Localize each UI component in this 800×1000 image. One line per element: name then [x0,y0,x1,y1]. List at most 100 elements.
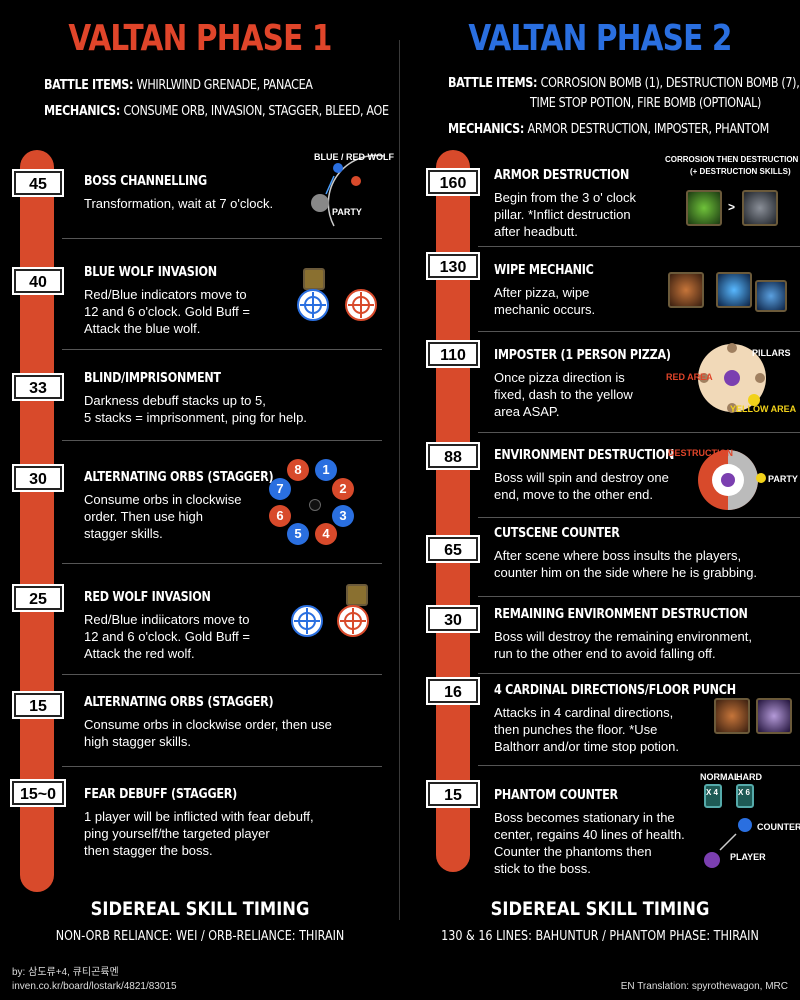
hp-marker: 15~0 [12,781,64,805]
phase-2-column: VALTAN PHASE 2 BATTLE ITEMS: CORROSION B… [400,0,800,1000]
direction-arrow-icon [719,833,737,851]
time-stop-potion-icon [756,698,792,734]
blue-target-icon [291,605,323,637]
separator [478,673,800,674]
event-fear-debuff: FEAR DEBUFF (STAGGER) 1 player will be i… [84,787,314,858]
hp-marker: 16 [428,679,478,703]
hp-marker: 65 [428,537,478,561]
party-dot [756,473,766,483]
event-armor-destruction: ARMOR DESTRUCTION Begin from the 3 o' cl… [494,168,636,239]
credit-by: by: 삼도류+4, 큐티곤륙멘 [12,967,119,978]
separator [478,596,800,597]
party-label: PARTY [332,207,362,217]
separator [478,432,800,433]
party-label: PARTY [768,474,798,484]
phase-2-footer-title: SIDEREAL SKILL TIMING [490,898,710,920]
event-red-wolf-invasion: RED WOLF INVASION Red/Blue indiicators m… [84,590,250,661]
event-blue-wolf-invasion: BLUE WOLF INVASION Red/Blue indicators m… [84,265,250,336]
channelling-diagram-icon [311,154,385,227]
orb-4: 4 [315,523,337,545]
event-remaining-destruction: REMAINING ENVIRONMENT DESTRUCTION Boss w… [494,607,752,661]
boss-icon [704,852,720,868]
yellow-area-label: YELLOW AREA [730,404,797,414]
separator [478,331,800,332]
event-environment-destruction: ENVIRONMENT DESTRUCTION Boss will spin a… [494,448,675,502]
red-area-label: RED AREA [666,372,713,382]
corrosion-label: CORROSION THEN DESTRUCTION [665,155,799,164]
orb-1: 1 [315,459,337,481]
event-boss-channelling: BOSS CHANNELLING Transformation, wait at… [84,174,274,211]
event-cardinal-directions: 4 CARDINAL DIRECTIONS/FLOOR PUNCH Attack… [494,683,736,754]
phase-1-column: VALTAN PHASE 1 BATTLE ITEMS: WHIRLWIND G… [12,18,394,944]
gold-buff-icon [346,584,368,606]
red-target-icon [337,605,369,637]
separator [478,517,800,518]
hp-marker: 30 [428,607,478,631]
separator [62,238,382,239]
corrosion-sub-label: (+ DESTRUCTION SKILLS) [690,167,791,176]
event-alternating-orbs-2: ALTERNATING ORBS (STAGGER) Consume orbs … [84,695,332,749]
phase-2-mechanics: MECHANICS: ARMOR DESTRUCTION, IMPOSTER, … [448,122,769,137]
separator [478,246,800,247]
destruction-label: DESTRUCTION [668,448,733,458]
hp-marker: 88 [428,444,478,468]
pillars-label: PILLARS [752,348,791,358]
destruction-bomb-icon [742,190,778,226]
orb-6: 6 [269,505,291,527]
wolf-label: BLUE / RED WOLF [314,152,394,162]
hp-marker: 33 [14,375,62,399]
skill-icon [716,272,752,308]
phase-1-battle-items: BATTLE ITEMS: WHIRLWIND GRENADE, PANACEA [44,78,313,93]
separator [62,440,382,441]
red-target-icon [345,289,377,321]
credit-url: inven.co.kr/board/lostark/4821/83015 [12,981,177,992]
separator [478,765,800,766]
phase-2-battle-items-2: TIME STOP POTION, FIRE BOMB (OPTIONAL) [530,96,761,111]
skill-icon [668,272,704,308]
corrosion-bomb-icon [686,190,722,226]
arrow-label: > [728,200,736,214]
hp-marker: 25 [14,586,62,610]
credit-translation: EN Translation: spyrothewagon, MRC [620,981,788,992]
hp-marker: 110 [428,342,478,366]
event-alternating-orbs: ALTERNATING ORBS (STAGGER) Consume orbs … [84,470,274,541]
pizza-diagram-icon [698,343,766,413]
orb-2: 2 [332,478,354,500]
environment-diagram-icon [698,450,758,510]
counter-dot [738,818,752,832]
column-divider [399,40,400,920]
phantom-hard-icon [736,784,754,808]
boss-center-dot [309,499,321,511]
event-phantom-counter: PHANTOM COUNTER Boss becomes stationary … [494,788,685,876]
phase-1-mechanics: MECHANICS: CONSUME ORB, INVASION, STAGGE… [44,104,389,119]
phase-2-title: VALTAN PHASE 2 [468,18,732,59]
hp-marker: 40 [14,269,62,293]
skill-icon [755,280,787,312]
separator [62,349,382,350]
hp-marker: 15 [14,693,62,717]
hp-marker: 15 [428,782,478,806]
separator [62,563,382,564]
hp-marker: 160 [428,170,478,194]
skill-icon [714,698,750,734]
blue-target-icon [297,289,329,321]
orb-5: 5 [287,523,309,545]
separator [62,766,382,767]
event-wipe-mechanic: WIPE MECHANIC After pizza, wipe mechanic… [494,263,596,317]
phase-1-footer-title: SIDEREAL SKILL TIMING [90,898,310,920]
x4-label: X 4 [706,788,719,797]
orb-7: 7 [269,478,291,500]
x6-label: X 6 [738,788,751,797]
phantom-normal-icon [704,784,722,808]
hard-label: HARD [736,772,762,782]
separator [62,674,382,675]
hp-marker: 30 [14,466,62,490]
event-imposter: IMPOSTER (1 PERSON PIZZA) Once pizza dir… [494,348,671,419]
orb-ring-diagram: 8 1 2 3 4 5 6 7 [266,456,366,556]
counter-label: COUNTER [757,822,800,832]
gold-buff-icon [303,268,325,290]
normal-label: NORMAL [700,772,740,782]
event-blind-imprisonment: BLIND/IMPRISONMENT Darkness debuff stack… [84,371,307,425]
orb-8: 8 [287,459,309,481]
event-cutscene-counter: CUTSCENE COUNTER After scene where boss … [494,526,758,580]
